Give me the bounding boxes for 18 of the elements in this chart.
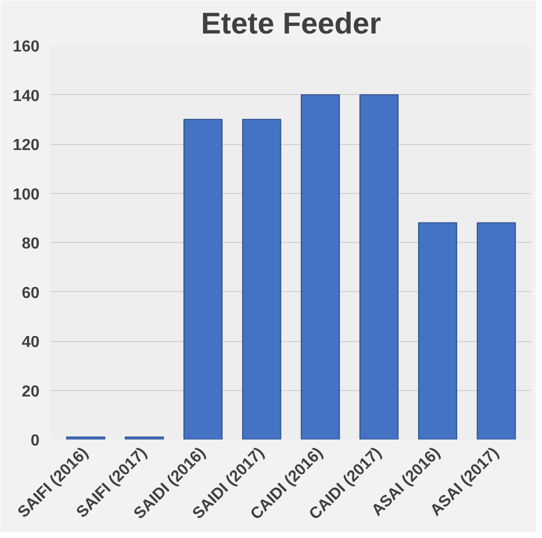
y-tick-label: 140 (12, 88, 40, 105)
bar (359, 94, 399, 440)
y-tick-label: 120 (12, 137, 40, 154)
bar (418, 222, 458, 440)
y-tick-label: 80 (22, 236, 40, 252)
y-tick-label: 60 (22, 284, 40, 302)
y-tick-label: 160 (12, 38, 40, 56)
y-tick-label: 20 (22, 383, 40, 400)
chart-title: Etete Feeder (200, 8, 382, 40)
bar (183, 118, 223, 440)
y-tick-label: 100 (12, 186, 40, 204)
bar (242, 118, 282, 440)
bar (66, 436, 106, 440)
bar (300, 94, 340, 440)
bar (124, 436, 164, 440)
bar (476, 222, 516, 440)
y-tick-label: 40 (22, 334, 40, 351)
y-tick-label: 0 (30, 432, 40, 450)
